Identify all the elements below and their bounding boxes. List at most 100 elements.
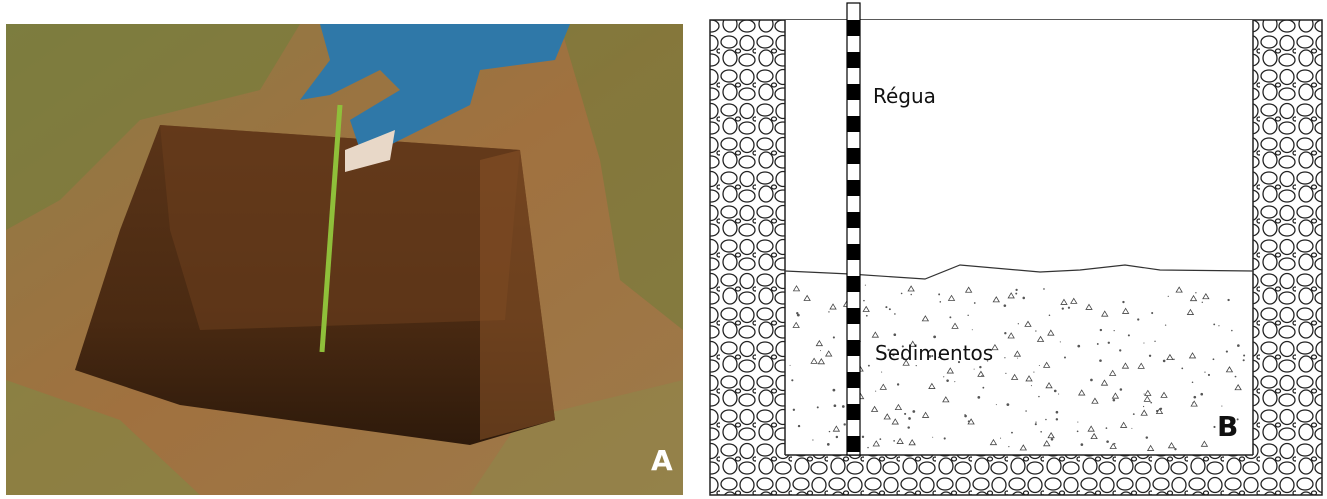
grain [1237,344,1240,347]
grain [842,405,845,408]
grain [836,436,838,438]
grain [1143,406,1144,407]
grain [1011,432,1013,434]
grain [867,447,868,448]
grain [974,302,976,304]
ruler-segment [847,404,860,420]
grain [1131,428,1132,429]
ruler-segment [847,212,860,228]
grain [793,409,795,411]
ruler [847,3,860,455]
grain [912,410,915,413]
grain [964,415,967,418]
grain [1056,418,1058,420]
grain [908,417,911,420]
grain [1035,423,1037,425]
grain [1200,393,1203,396]
grain [1043,288,1045,290]
grain [972,329,973,330]
grain [1119,349,1121,351]
grain [1208,374,1210,376]
grain [1113,399,1116,402]
grain [1192,381,1194,383]
grain [1231,330,1233,332]
grain [1045,419,1047,421]
grain [910,294,912,296]
grain [1049,314,1051,316]
grain [1213,358,1215,360]
grain [946,379,949,382]
grain [868,365,870,367]
grain [1077,422,1078,423]
grain [1018,323,1019,324]
grain [1150,402,1152,404]
grain [885,306,887,308]
grain [1099,359,1102,362]
grain [827,443,830,446]
grain [1040,431,1042,433]
grain [1154,341,1155,342]
grain [1025,410,1027,412]
grain [862,436,864,438]
grain [1108,342,1110,344]
grain [1235,376,1237,378]
grain [833,389,836,392]
grain [1022,297,1025,300]
grain [1243,354,1245,356]
ruler-segment [847,148,860,164]
grain [1035,330,1036,331]
grain [1114,443,1116,445]
grain [1017,358,1018,359]
grain [881,372,882,373]
grain [828,311,829,312]
grain [843,423,845,425]
grain [833,336,835,338]
grain [1006,403,1009,406]
grain [1000,438,1001,439]
grain [1068,307,1070,309]
grain [1058,393,1059,394]
ruler-segment [847,116,860,132]
grain [1163,360,1166,363]
grain [834,404,837,407]
ruler-segment [847,20,860,36]
grain [1005,373,1006,374]
grain [1243,359,1245,361]
grain [916,365,917,366]
grain [1165,325,1166,326]
grain [1204,372,1205,373]
grain [879,438,881,440]
grain [949,316,951,318]
label-sediments: Sedimentos [875,341,993,365]
grain [938,293,940,295]
grain [1004,332,1006,334]
ruler-segment [847,340,860,356]
grain [904,413,906,415]
grain [820,350,821,351]
grain [1015,289,1017,291]
grain [790,365,791,366]
grain [1193,396,1196,399]
grain [1174,448,1176,450]
grain [1151,312,1153,314]
grain [1128,334,1130,336]
grain [1218,325,1219,326]
grain [812,439,813,440]
grain [1144,393,1145,394]
grain [1062,308,1064,310]
grain [1056,411,1059,414]
grain [982,387,984,389]
grain [1054,390,1057,393]
grain [1090,379,1093,382]
ruler-segment [847,84,860,100]
ruler-segment [847,180,860,196]
grain [1035,421,1036,422]
grain [1120,388,1123,391]
grain [1060,341,1061,342]
figure: A Régua Sedimentos B [0,0,1327,499]
grain [996,404,997,405]
ruler-segment [847,244,860,260]
grain [893,440,895,442]
grain [1039,365,1040,366]
grain [933,336,936,339]
